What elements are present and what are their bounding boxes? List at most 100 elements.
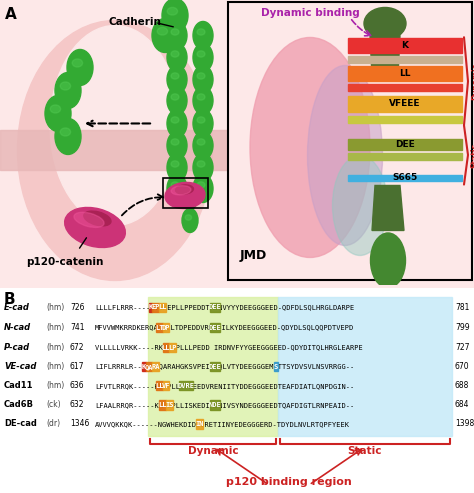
Ellipse shape bbox=[45, 96, 71, 132]
Text: 617: 617 bbox=[70, 362, 84, 371]
Bar bbox=[348, 96, 462, 112]
Ellipse shape bbox=[197, 94, 205, 100]
Bar bbox=[163, 178, 208, 209]
Text: 688: 688 bbox=[455, 381, 469, 390]
Ellipse shape bbox=[171, 117, 179, 123]
Ellipse shape bbox=[171, 139, 179, 145]
Ellipse shape bbox=[185, 192, 191, 197]
Text: Cadherin: Cadherin bbox=[109, 17, 162, 28]
Ellipse shape bbox=[171, 29, 179, 35]
Ellipse shape bbox=[193, 175, 213, 203]
Text: DEE: DEE bbox=[209, 324, 221, 330]
Ellipse shape bbox=[55, 72, 81, 108]
Bar bbox=[159, 303, 166, 312]
Text: DEE: DEE bbox=[209, 364, 221, 370]
Bar bbox=[348, 38, 462, 53]
Text: K: K bbox=[142, 364, 146, 370]
Text: NDE: NDE bbox=[209, 402, 221, 408]
Ellipse shape bbox=[72, 59, 82, 67]
Text: 1398: 1398 bbox=[455, 420, 474, 428]
Text: LL: LL bbox=[155, 383, 164, 388]
Bar bbox=[348, 66, 462, 81]
Text: 632: 632 bbox=[70, 400, 84, 409]
Ellipse shape bbox=[197, 117, 205, 123]
Text: DVRE: DVRE bbox=[178, 383, 195, 388]
Ellipse shape bbox=[171, 186, 191, 195]
Ellipse shape bbox=[171, 73, 179, 79]
Text: 741: 741 bbox=[70, 323, 84, 332]
Text: (ck): (ck) bbox=[46, 400, 61, 409]
Text: (hm): (hm) bbox=[46, 303, 64, 312]
Text: DE-cad: DE-cad bbox=[4, 420, 37, 428]
Text: LL: LL bbox=[158, 402, 167, 408]
Ellipse shape bbox=[60, 128, 71, 136]
Bar bbox=[278, 297, 452, 436]
Text: EP: EP bbox=[152, 305, 160, 311]
Text: VFEEE: VFEEE bbox=[389, 100, 421, 108]
Text: IS: IS bbox=[165, 402, 173, 408]
Text: (hm): (hm) bbox=[46, 381, 64, 390]
Ellipse shape bbox=[84, 211, 111, 226]
Ellipse shape bbox=[332, 155, 388, 255]
Text: IN: IN bbox=[196, 421, 204, 427]
Ellipse shape bbox=[60, 82, 71, 90]
Bar bbox=[210, 303, 220, 312]
Text: 672: 672 bbox=[70, 343, 84, 352]
Ellipse shape bbox=[193, 86, 213, 114]
Text: LT: LT bbox=[155, 324, 164, 330]
Text: LFVTLRRQK-----KE-PLLVFEEEDVRENIITYDDEGGGEEDTEAFDIATLQNPDGIN--: LFVTLRRQK-----KE-PLLVFEEEDVRENIITYDDEGGG… bbox=[95, 383, 354, 388]
Bar bbox=[348, 153, 462, 160]
Text: Cad11: Cad11 bbox=[4, 381, 34, 390]
Text: VF: VF bbox=[162, 383, 170, 388]
Text: Cad6B: Cad6B bbox=[4, 400, 34, 409]
Ellipse shape bbox=[193, 132, 213, 159]
Ellipse shape bbox=[167, 153, 187, 181]
Text: P-cad: P-cad bbox=[4, 343, 30, 352]
Bar bbox=[142, 362, 146, 371]
Ellipse shape bbox=[167, 7, 178, 15]
Text: (dr): (dr) bbox=[46, 420, 60, 428]
Ellipse shape bbox=[197, 29, 205, 35]
Ellipse shape bbox=[193, 22, 213, 49]
Text: E-cad: E-cad bbox=[4, 303, 30, 312]
Text: VLLLLLVRKK----RKIKEPLLLPEDD IRDNVFYYGEEGGGEED-QDYDITQLHRGLEARPE: VLLLLLVRKK----RKIKEPLLLPEDD IRDNVFYYGEEG… bbox=[95, 345, 363, 351]
Ellipse shape bbox=[171, 182, 179, 188]
Ellipse shape bbox=[193, 109, 213, 138]
Ellipse shape bbox=[193, 66, 213, 94]
Ellipse shape bbox=[64, 208, 125, 247]
Ellipse shape bbox=[171, 161, 179, 167]
Bar bbox=[149, 303, 153, 312]
Text: LFAALRRQR-----KK-EPLLISKEDIRDNIVSYNDEGGGEEDTQAFDIGTLRNPEAID--: LFAALRRQR-----KK-EPLLISKEDIRDNIVSYNDEGGG… bbox=[95, 402, 354, 408]
Ellipse shape bbox=[193, 153, 213, 181]
Bar bbox=[348, 116, 462, 123]
Text: Dynamic: Dynamic bbox=[188, 446, 238, 456]
Text: Static: Static bbox=[348, 446, 382, 456]
Bar bbox=[196, 419, 203, 428]
Polygon shape bbox=[372, 185, 404, 230]
Bar bbox=[210, 400, 220, 410]
Text: (hm): (hm) bbox=[46, 343, 64, 352]
Ellipse shape bbox=[182, 209, 198, 233]
Bar bbox=[180, 381, 193, 390]
Ellipse shape bbox=[371, 233, 405, 288]
Ellipse shape bbox=[185, 215, 191, 220]
Ellipse shape bbox=[165, 182, 205, 209]
Bar bbox=[166, 400, 173, 410]
Bar bbox=[228, 2, 472, 281]
Text: 799: 799 bbox=[455, 323, 470, 332]
Bar bbox=[153, 362, 159, 371]
Ellipse shape bbox=[167, 43, 187, 71]
Bar bbox=[163, 323, 169, 332]
Text: 781: 781 bbox=[455, 303, 469, 312]
Ellipse shape bbox=[50, 26, 180, 225]
Text: 726: 726 bbox=[70, 303, 84, 312]
Bar bbox=[146, 362, 153, 371]
Text: S: S bbox=[273, 364, 278, 370]
Text: DEE: DEE bbox=[209, 305, 221, 311]
Ellipse shape bbox=[167, 132, 187, 159]
Bar bbox=[163, 343, 169, 352]
Text: Dynamic binding: Dynamic binding bbox=[261, 8, 359, 18]
Text: K: K bbox=[401, 41, 409, 50]
Text: LP: LP bbox=[168, 345, 177, 351]
Bar bbox=[274, 362, 277, 371]
